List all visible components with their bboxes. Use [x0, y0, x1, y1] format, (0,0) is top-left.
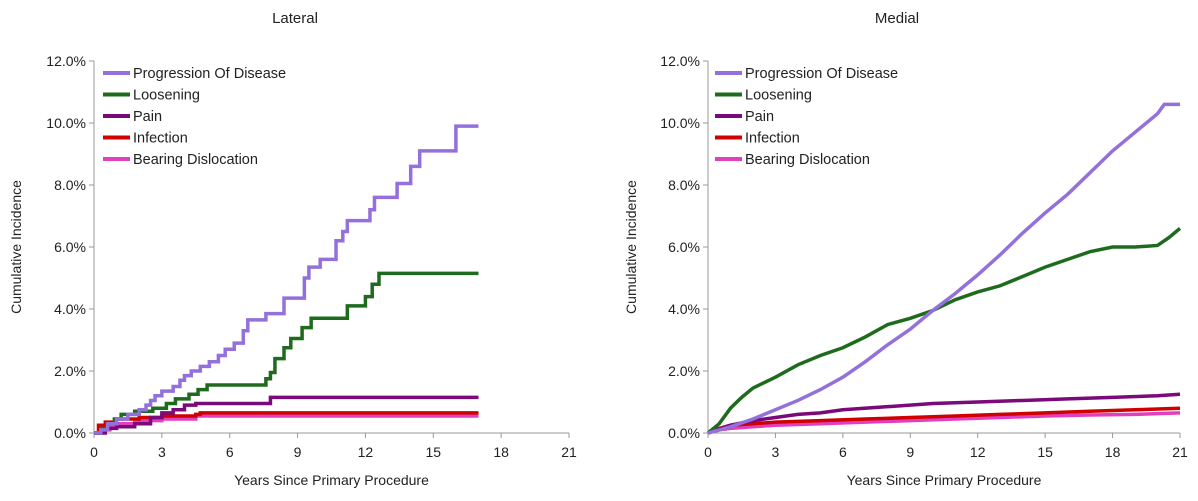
y-tick-label: 12.0%	[660, 53, 700, 69]
x-tick-label: 9	[906, 444, 914, 460]
series-line-bearing-dislocation	[707, 411, 1181, 435]
x-tick-label: 6	[839, 444, 847, 460]
x-axis-label: Years Since Primary Procedure	[234, 472, 429, 488]
x-tick-label: 3	[158, 444, 166, 460]
legend-label-loosening: Loosening	[133, 88, 200, 104]
y-tick-label: 10.0%	[46, 115, 86, 131]
x-tick-label: 18	[1105, 444, 1121, 460]
x-tick-label: 21	[561, 444, 577, 460]
x-tick-label: 15	[1037, 444, 1053, 460]
legend-label-infection: Infection	[133, 131, 188, 147]
y-tick-label: 0.0%	[668, 425, 700, 441]
legend-label-pain: Pain	[133, 109, 162, 125]
y-tick-label: 2.0%	[54, 363, 86, 379]
legend-label-loosening: Loosening	[745, 88, 812, 104]
y-tick-label: 4.0%	[54, 301, 86, 317]
y-tick-label: 8.0%	[668, 177, 700, 193]
y-axis-label: Cumulative Incidence	[8, 180, 24, 314]
x-tick-label: 21	[1172, 444, 1188, 460]
x-tick-label: 15	[425, 444, 441, 460]
medial-chart-panel: Medial 0 3 6 9 12 15 18 21 0.0% 2.0% 4.0% 6.0% 8.0% 10…	[623, 10, 1188, 488]
y-tick-label: 10.0%	[660, 115, 700, 131]
x-tick-label: 9	[294, 444, 302, 460]
x-tick-label: 12	[358, 444, 374, 460]
y-tick-label: 8.0%	[54, 177, 86, 193]
legend-label-progression-of-disease: Progression Of Disease	[133, 66, 286, 82]
series-line-loosening	[94, 271, 479, 435]
legend-label-bearing-dislocation: Bearing Dislocation	[133, 152, 258, 168]
x-tick-label: 12	[970, 444, 986, 460]
x-tick-label: 3	[772, 444, 780, 460]
x-tick-label: 0	[704, 444, 712, 460]
x-tick-label: 6	[226, 444, 234, 460]
y-tick-label: 6.0%	[668, 239, 700, 255]
legend-label-bearing-dislocation: Bearing Dislocation	[745, 152, 870, 168]
series-line-pain	[94, 395, 479, 435]
x-axis-label: Years Since Primary Procedure	[847, 472, 1042, 488]
y-tick-label: 0.0%	[54, 425, 86, 441]
y-axis-label: Cumulative Incidence	[623, 180, 639, 314]
chart-title: Lateral	[272, 10, 318, 27]
y-tick-label: 6.0%	[54, 239, 86, 255]
x-tick-label: 0	[90, 444, 98, 460]
y-tick-label: 2.0%	[668, 363, 700, 379]
series-line-progression-of-disease	[94, 124, 479, 435]
x-tick-label: 18	[493, 444, 509, 460]
legend-label-infection: Infection	[745, 131, 800, 147]
series-line-progression-of-disease	[707, 102, 1180, 435]
chart-title: Medial	[875, 10, 919, 27]
legend-label-progression-of-disease: Progression Of Disease	[745, 66, 898, 82]
series-line-pain	[707, 392, 1181, 435]
lateral-chart-panel: Lateral 0 3 6 9 12 15 18 21 0.0% 2.0% 4.0% 6.0% 8.0% 1…	[8, 10, 577, 488]
series-line-infection	[94, 411, 479, 435]
legend-label-pain: Pain	[745, 109, 774, 125]
y-tick-label: 4.0%	[668, 301, 700, 317]
y-tick-label: 12.0%	[46, 53, 86, 69]
